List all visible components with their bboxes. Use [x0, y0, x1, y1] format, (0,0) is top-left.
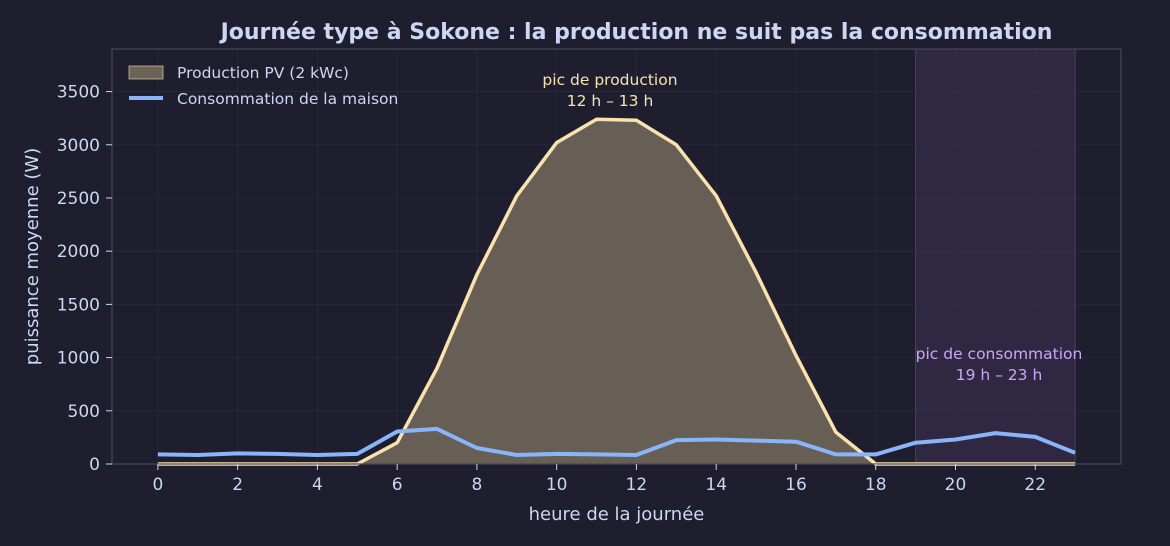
- y-tick-label: 500: [68, 402, 100, 422]
- x-tick-label: 0: [152, 475, 163, 495]
- x-axis-label: heure de la journée: [529, 504, 705, 525]
- x-tick-label: 2: [232, 475, 243, 495]
- y-axis-label: puissance moyenne (W): [22, 148, 43, 365]
- legend-label-consumption: Consommation de la maison: [177, 90, 398, 108]
- x-tick-label: 12: [626, 475, 648, 495]
- consumption-line: [157, 426, 1076, 457]
- x-tick-label: 20: [945, 475, 967, 495]
- annotation-production-peak-line2: 12 h – 13 h: [567, 92, 654, 110]
- x-tick-label: 14: [705, 475, 727, 495]
- y-tick-label: 1000: [57, 349, 100, 369]
- plot-frame: [111, 48, 1122, 465]
- x-tick-label: 16: [785, 475, 807, 495]
- x-tick-label: 18: [865, 475, 887, 495]
- x-tick-label: 4: [312, 475, 323, 495]
- legend-label-production: Production PV (2 kWc): [177, 64, 349, 82]
- chart-title: Journée type à Sokone : la production ne…: [219, 20, 1053, 45]
- y-tick-label: 1500: [57, 295, 100, 315]
- x-tick-label: 10: [546, 475, 568, 495]
- annotation-consumption-peak-line1: pic de consommation: [916, 345, 1083, 363]
- x-tick-label: 22: [1024, 475, 1046, 495]
- production-area: [157, 119, 1076, 464]
- legend-swatch-production: [128, 65, 164, 80]
- annotation-consumption-peak-line2: 19 h – 23 h: [956, 366, 1043, 384]
- annotation-production-peak-line1: pic de production: [542, 71, 677, 89]
- y-tick-label: 3500: [57, 83, 100, 103]
- y-tick-label: 0: [89, 455, 100, 475]
- consumption-peak-band: [915, 48, 1076, 465]
- x-tick-label: 6: [392, 475, 403, 495]
- y-tick-label: 2500: [57, 189, 100, 209]
- y-tick-label: 3000: [57, 136, 100, 156]
- y-tick-label: 2000: [57, 242, 100, 262]
- x-tick-label: 8: [472, 475, 483, 495]
